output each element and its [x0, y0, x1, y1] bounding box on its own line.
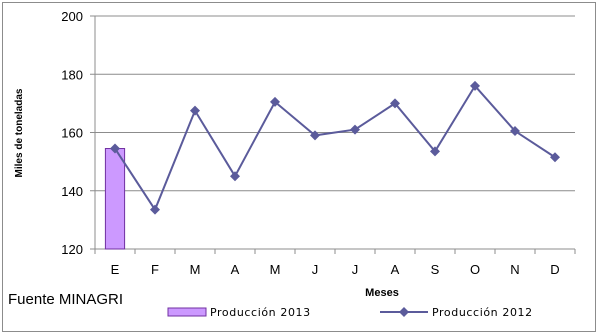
x-tick-label: F: [151, 262, 159, 277]
y-tick-label: 120: [61, 242, 83, 257]
x-tick-label: A: [391, 262, 400, 277]
y-tick-label: 200: [61, 9, 83, 24]
legend-swatch-marker: [399, 307, 409, 317]
line-point: [430, 146, 440, 157]
series-line: [114, 84, 556, 212]
line-series: [110, 80, 560, 215]
y-axis-ticks: 120 140 160 180 200: [61, 9, 95, 257]
x-tick-label: E: [111, 262, 120, 277]
line-point: [270, 96, 280, 107]
x-tick-label: M: [270, 262, 281, 277]
y-axis-label: Miles de toneladas: [14, 88, 25, 177]
x-tick-label: S: [431, 262, 440, 277]
line-point: [470, 80, 480, 91]
x-tick-label: O: [470, 262, 480, 277]
y-tick-label: 160: [61, 126, 83, 141]
y-tick-label: 140: [61, 184, 83, 199]
line-point: [190, 105, 200, 116]
line-point: [390, 98, 400, 109]
legend: Producción 2013 Producción 2012: [167, 306, 533, 319]
chart-frame: [2, 2, 596, 332]
legend-swatch-bar: [167, 307, 207, 317]
source-note: Fuente MINAGRI: [8, 291, 123, 308]
x-tick-label: D: [550, 262, 559, 277]
line-point: [510, 126, 520, 137]
legend-label-line: Producción 2012: [432, 306, 533, 319]
line-point: [310, 130, 320, 141]
y-tick-label: 180: [61, 67, 83, 82]
line-point: [150, 204, 160, 215]
line-point: [110, 143, 120, 154]
bar: [104, 148, 126, 250]
line-point: [230, 171, 240, 182]
bar-series: [104, 148, 126, 250]
x-tick-label: N: [510, 262, 519, 277]
line-point: [550, 152, 560, 163]
x-tick-label: J: [312, 262, 319, 277]
x-axis-label: Meses: [365, 287, 399, 299]
x-tick-label: M: [190, 262, 201, 277]
x-tick-label: J: [352, 262, 359, 277]
line-point: [350, 124, 360, 135]
x-tick-label: A: [231, 262, 240, 277]
legend-label-bar: Producción 2013: [210, 306, 311, 319]
